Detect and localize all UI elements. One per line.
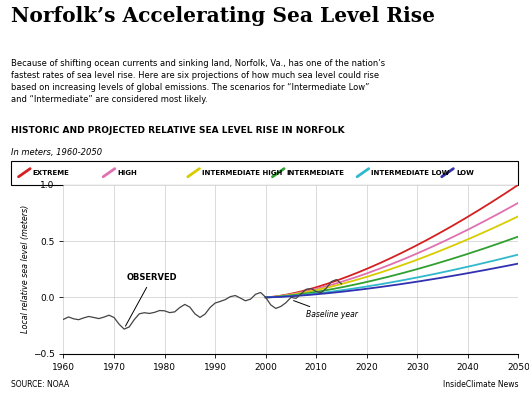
Text: EXTREME: EXTREME: [33, 170, 70, 176]
Y-axis label: Local relative sea level (meters): Local relative sea level (meters): [21, 205, 30, 333]
Text: InsideClimate News: InsideClimate News: [443, 380, 518, 389]
Text: HISTORIC AND PROJECTED RELATIVE SEA LEVEL RISE IN NORFOLK: HISTORIC AND PROJECTED RELATIVE SEA LEVE…: [11, 126, 344, 135]
Text: LOW: LOW: [456, 170, 474, 176]
Text: SOURCE: NOAA: SOURCE: NOAA: [11, 380, 69, 389]
Bar: [11, 161, 518, 185]
Text: INTERMEDIATE: INTERMEDIATE: [287, 170, 345, 176]
Text: INTERMEDIATE LOW: INTERMEDIATE LOW: [371, 170, 450, 176]
Text: INTERMEDIATE HIGH: INTERMEDIATE HIGH: [202, 170, 282, 176]
Text: Norfolk’s Accelerating Sea Level Rise: Norfolk’s Accelerating Sea Level Rise: [11, 6, 435, 26]
Text: Baseline year: Baseline year: [294, 301, 358, 320]
Text: HIGH: HIGH: [117, 170, 137, 176]
Text: In meters, 1960-2050: In meters, 1960-2050: [11, 148, 102, 157]
Text: OBSERVED: OBSERVED: [125, 273, 177, 326]
Text: Because of shifting ocean currents and sinking land, Norfolk, Va., has one of th: Because of shifting ocean currents and s…: [11, 59, 385, 103]
